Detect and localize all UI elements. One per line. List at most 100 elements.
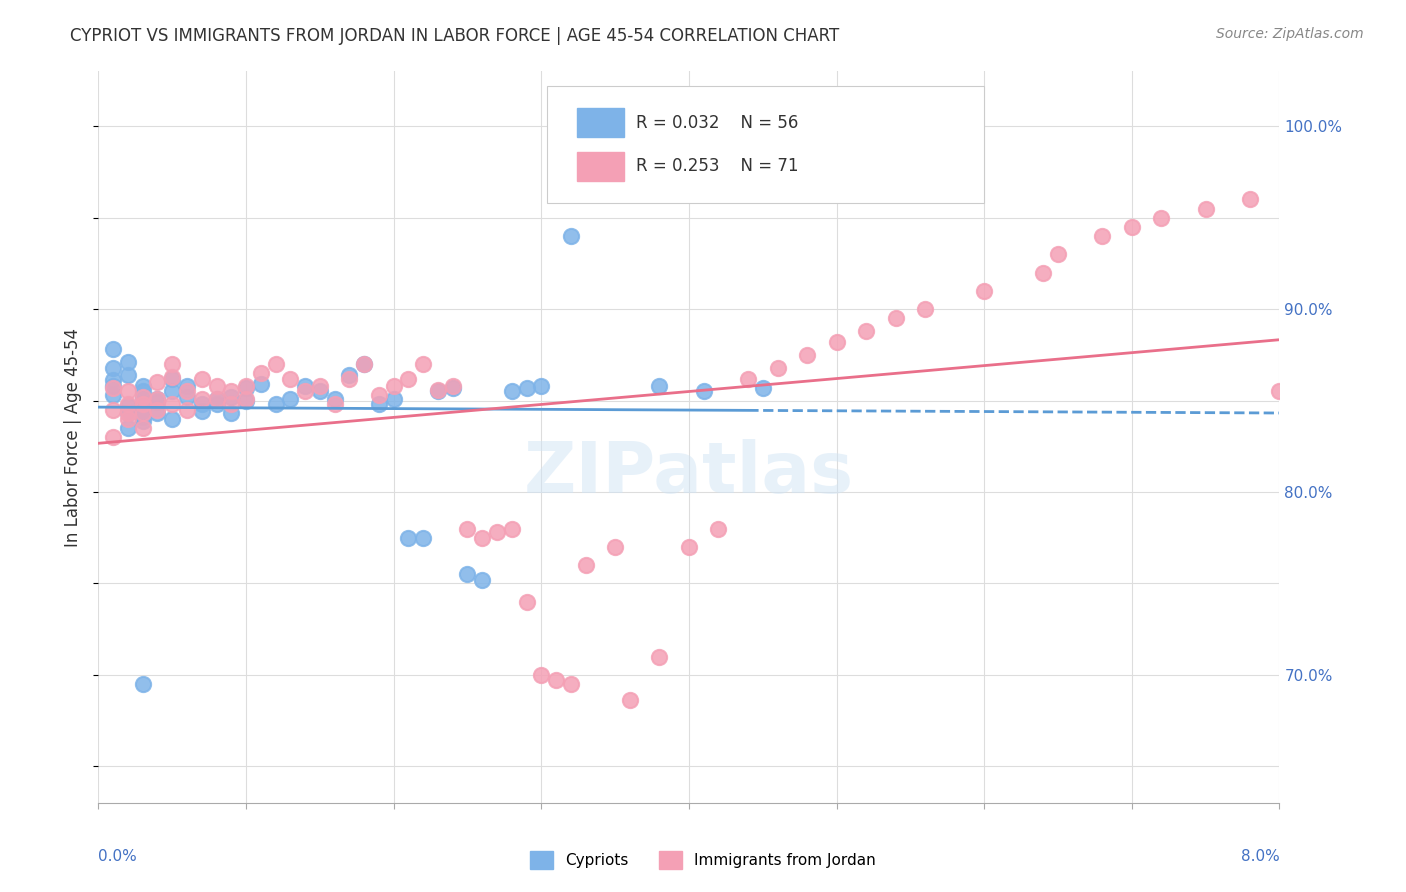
Point xyxy=(103,343,125,357)
Point xyxy=(132,390,155,404)
Point xyxy=(471,531,494,545)
Point xyxy=(471,573,494,587)
Point xyxy=(648,649,671,664)
Point xyxy=(678,540,700,554)
Text: Source: ZipAtlas.com: Source: ZipAtlas.com xyxy=(1216,27,1364,41)
Point xyxy=(205,392,228,406)
Point xyxy=(264,397,287,411)
Point xyxy=(1150,211,1173,225)
Point xyxy=(605,540,627,554)
Point xyxy=(219,390,242,404)
Point xyxy=(751,381,773,395)
Point xyxy=(146,395,169,409)
Point xyxy=(117,397,139,411)
Point xyxy=(337,371,360,385)
Point xyxy=(396,531,419,545)
Point xyxy=(250,366,273,380)
Point xyxy=(146,406,169,420)
Point xyxy=(294,384,316,399)
Point xyxy=(103,360,125,375)
Point xyxy=(117,368,139,382)
Point xyxy=(162,371,183,385)
Point xyxy=(707,521,730,535)
Point xyxy=(323,392,346,406)
Point xyxy=(884,311,907,326)
Point xyxy=(117,411,139,425)
Point xyxy=(1239,192,1261,206)
Point xyxy=(117,384,139,399)
Point xyxy=(132,402,155,417)
Point xyxy=(323,397,346,411)
Point xyxy=(353,357,375,371)
FancyBboxPatch shape xyxy=(576,152,624,181)
Point xyxy=(235,392,257,406)
Point xyxy=(162,384,183,399)
Point xyxy=(382,379,405,393)
Point xyxy=(426,384,449,399)
Point xyxy=(1121,219,1143,234)
Text: 0.0%: 0.0% xyxy=(98,848,138,863)
Point xyxy=(412,531,434,545)
Point xyxy=(574,558,596,573)
Point xyxy=(205,392,228,406)
Point xyxy=(515,594,537,608)
Text: ZIPatlas: ZIPatlas xyxy=(524,439,853,508)
Point xyxy=(441,379,464,393)
Point xyxy=(693,384,716,399)
Point xyxy=(294,379,316,393)
Point xyxy=(560,228,582,243)
Point xyxy=(264,357,287,371)
Point xyxy=(382,392,405,406)
Point xyxy=(219,384,242,399)
Point xyxy=(146,392,169,406)
Point xyxy=(973,284,995,298)
Point xyxy=(162,411,183,425)
Point xyxy=(1194,202,1216,216)
Point xyxy=(162,397,183,411)
Point xyxy=(530,379,553,393)
Point xyxy=(353,357,375,371)
Point xyxy=(132,379,155,393)
Point xyxy=(1032,265,1054,279)
Point xyxy=(619,693,641,707)
Point xyxy=(485,525,508,540)
Point xyxy=(235,379,257,393)
Point xyxy=(162,357,183,371)
Point xyxy=(132,384,155,399)
Point xyxy=(132,677,155,691)
Point xyxy=(501,521,523,535)
Point xyxy=(117,406,139,420)
Point xyxy=(412,357,434,371)
Point xyxy=(308,384,332,399)
Point xyxy=(737,371,759,385)
Point xyxy=(1091,228,1114,243)
Point xyxy=(132,414,155,428)
Point xyxy=(648,379,671,393)
Point xyxy=(1046,247,1069,261)
Point xyxy=(176,379,198,393)
Point xyxy=(176,402,198,417)
Point xyxy=(825,334,848,349)
Point xyxy=(191,371,214,385)
Point xyxy=(132,397,155,411)
Point xyxy=(103,381,125,395)
Point xyxy=(162,369,183,384)
FancyBboxPatch shape xyxy=(547,86,984,203)
Point xyxy=(103,373,125,387)
Point xyxy=(117,406,139,420)
Point xyxy=(1268,384,1291,399)
Point xyxy=(219,397,242,411)
Point xyxy=(456,521,478,535)
FancyBboxPatch shape xyxy=(576,108,624,137)
Point xyxy=(278,392,302,406)
Point xyxy=(146,402,169,417)
Point xyxy=(501,384,523,399)
Point xyxy=(176,384,198,399)
Point xyxy=(146,375,169,389)
Point xyxy=(456,567,478,582)
Point xyxy=(235,381,257,395)
Point xyxy=(205,397,228,411)
Point xyxy=(250,377,273,392)
Point xyxy=(367,397,389,411)
Point xyxy=(367,388,389,402)
